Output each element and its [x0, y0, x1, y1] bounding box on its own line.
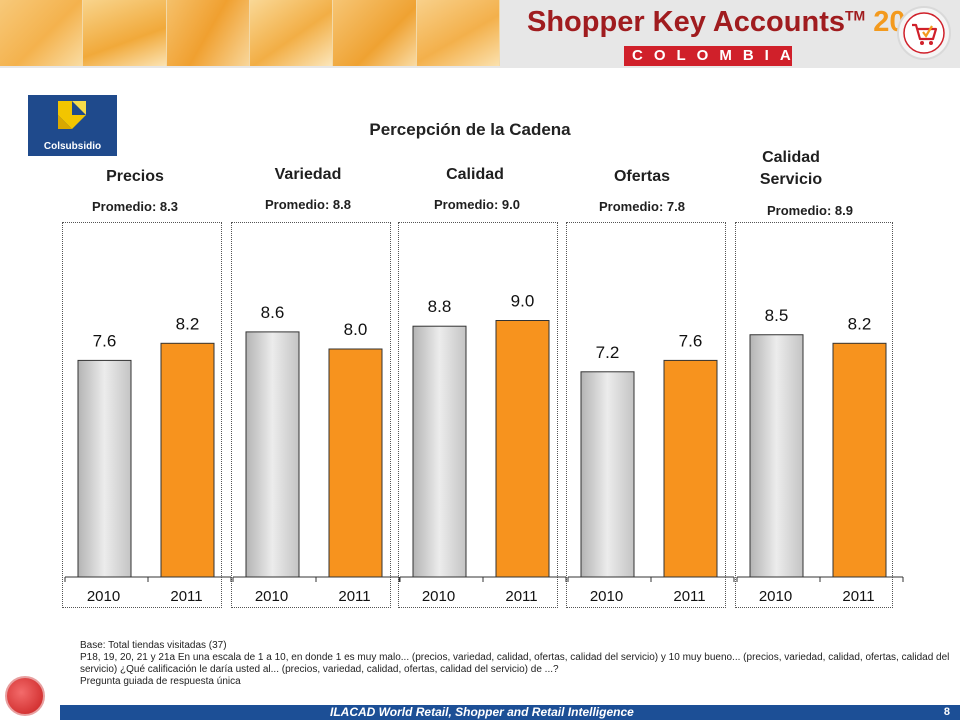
colsubsidio-logo: Colsubsidio — [28, 95, 117, 156]
category-title-precios: Precios — [106, 168, 164, 185]
data-label-precios-2011: 8.2 — [176, 314, 200, 333]
header-photo — [333, 0, 417, 66]
panel-border-ofertas — [566, 222, 726, 608]
data-label-ofertas-2011: 7.6 — [679, 331, 703, 350]
x-tick-label-precios-2011: 2011 — [170, 588, 202, 605]
header-photo-strip — [0, 0, 500, 66]
bar-calidad-servicio-2011 — [832, 342, 887, 578]
data-label-variedad-2010: 8.6 — [261, 303, 285, 322]
colsubsidio-logo-mark — [58, 101, 86, 129]
x-tick-label-variedad-2010: 2010 — [255, 588, 288, 605]
x-tick-label-calidad-2010: 2010 — [422, 588, 455, 605]
bar-precios-2011 — [160, 342, 215, 578]
bar-ofertas-2011 — [663, 359, 718, 578]
data-label-calidad-servicio-2010: 8.5 — [765, 306, 789, 325]
category-title-calidad-servicio: Calidad Servicio — [759, 149, 823, 188]
data-label-calidad-2011: 9.0 — [511, 292, 535, 311]
data-label-variedad-2011: 8.0 — [344, 320, 368, 339]
panel-border-calidad-servicio — [735, 222, 893, 608]
country-label: COLOMBIA — [624, 46, 792, 66]
header-photo — [83, 0, 167, 66]
panel-border-variedad — [231, 222, 391, 608]
panel-border-precios — [62, 222, 222, 608]
footer-text: ILACAD World Retail, Shopper and Retail … — [330, 705, 634, 719]
category-average-precios: Promedio: 8.3 — [92, 199, 178, 214]
x-tick-label-precios-2010: 2010 — [87, 588, 120, 605]
header-photo — [249, 0, 334, 66]
footnotes: Base: Total tiendas visitadas (37) P18, … — [80, 640, 950, 688]
x-tick-label-ofertas-2010: 2010 — [590, 588, 623, 605]
shopping-cart-icon — [897, 6, 951, 60]
x-tick-label-variedad-2011: 2011 — [338, 588, 370, 605]
category-average-calidad: Promedio: 9.0 — [434, 197, 520, 212]
footer-bar: ILACAD World Retail, Shopper and Retail … — [60, 705, 960, 720]
data-label-calidad-2010: 8.8 — [428, 297, 452, 316]
data-label-ofertas-2010: 7.2 — [596, 343, 620, 362]
category-title-variedad: Variedad — [274, 166, 342, 183]
x-tick-label-calidad-servicio-2011: 2011 — [842, 588, 874, 605]
header-photo — [166, 0, 250, 66]
category-average-ofertas: Promedio: 7.8 — [599, 199, 685, 214]
trademark-mark: TM — [844, 7, 866, 24]
category-average-calidad-servicio: Promedio: 8.9 — [767, 203, 853, 218]
question-note: P18, 19, 20, 21 y 21a En una escala de 1… — [80, 652, 950, 675]
logo-text: Colsubsidio — [43, 141, 102, 152]
header-banner: Shopper Key AccountsTM 2011 COLOMBIA — [0, 0, 960, 68]
bar-calidad-2011 — [495, 320, 550, 578]
x-tick-label-calidad-2011: 2011 — [505, 588, 537, 605]
header-photo — [416, 0, 500, 66]
ilacad-logo — [5, 676, 45, 716]
bar-calidad-servicio-2010 — [749, 334, 804, 578]
bar-variedad-2011 — [328, 348, 383, 578]
data-label-precios-2010: 7.6 — [93, 331, 117, 350]
question-type-note: Pregunta guiada de respuesta única — [80, 676, 241, 687]
category-title-ofertas: Ofertas — [613, 168, 671, 185]
base-note: Base: Total tiendas visitadas (37) — [80, 640, 227, 651]
bar-ofertas-2010 — [580, 371, 635, 578]
bar-calidad-2010 — [412, 325, 467, 578]
bar-precios-2010 — [77, 359, 132, 578]
category-title-calidad: Calidad — [446, 166, 504, 183]
bar-variedad-2010 — [245, 331, 300, 578]
data-label-calidad-servicio-2011: 8.2 — [848, 314, 872, 333]
page-title: Percepción de la Cadena — [369, 120, 571, 139]
brand-name: Shopper Key Accounts — [527, 6, 845, 38]
x-tick-label-calidad-servicio-2010: 2010 — [759, 588, 792, 605]
page-number: 8 — [943, 706, 950, 718]
x-tick-label-ofertas-2011: 2011 — [673, 588, 705, 605]
panel-border-calidad — [398, 222, 558, 608]
category-average-variedad: Promedio: 8.8 — [265, 197, 351, 212]
header-photo — [0, 0, 84, 66]
